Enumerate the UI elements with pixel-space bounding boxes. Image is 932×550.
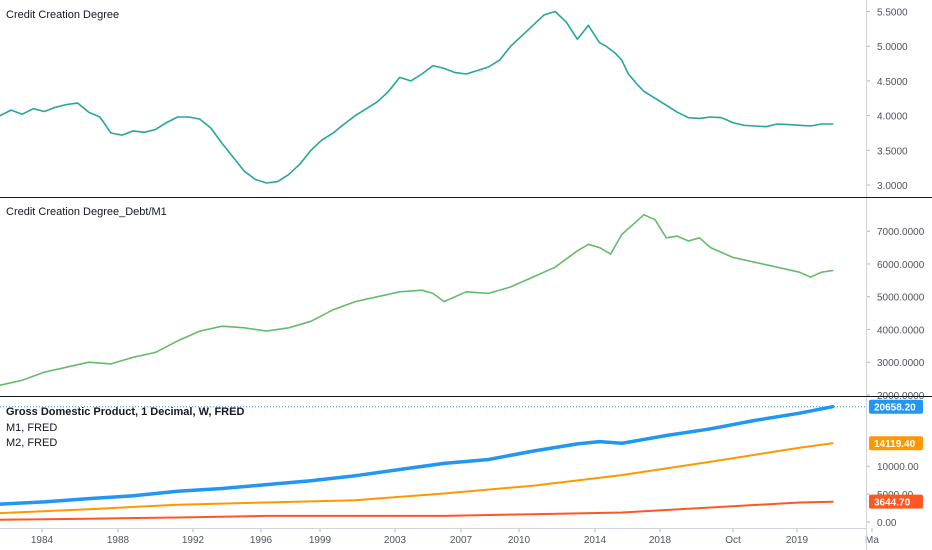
y-tick-label: 3.5000: [877, 146, 908, 157]
x-tick-label: 2003: [384, 535, 407, 546]
x-tick-label: 2014: [584, 535, 607, 546]
y-tick-label: 5.5000: [877, 7, 908, 18]
pane-title: Credit Creation Degree_Debt/M1: [6, 206, 167, 218]
y-tick-label: 4000.0000: [877, 325, 925, 336]
series-line[interactable]: [0, 10, 834, 184]
y-tick-label: 0.00: [877, 518, 897, 529]
x-tick-label: 2010: [508, 535, 531, 546]
x-tick-label: 2019: [786, 535, 809, 546]
x-axis[interactable]: 1984 1988 1992 1996 1999 2003 2007 2010 2014 2018…: [31, 528, 880, 546]
legend-entry: M2, FRED: [6, 437, 57, 449]
y-tick-label: 5.0000: [877, 42, 908, 53]
series-line-m1[interactable]: [0, 500, 834, 521]
series-line-m2[interactable]: [0, 442, 834, 515]
pane-title: Gross Domestic Product, 1 Decimal, W, FR…: [6, 406, 244, 418]
x-tick-label: Oct: [725, 535, 741, 546]
pane-title: Credit Creation Degree: [6, 9, 119, 21]
pane-gdp-m1-m2[interactable]: Gross Domestic Product, 1 Decimal, W, FR…: [0, 399, 923, 529]
pane-credit-creation-degree[interactable]: Credit Creation Degree 5.5000 5.0000 4.5000…: [0, 7, 908, 192]
y-tick-label: 10000.00: [877, 462, 919, 473]
last-value-label: 20658.20: [874, 403, 916, 414]
last-value-badge: [869, 399, 923, 414]
x-tick-label: 1999: [309, 535, 332, 546]
y-tick-label: 6000.0000: [877, 260, 925, 271]
x-tick-label: 1988: [107, 535, 130, 546]
last-value-label: 3644.70: [874, 498, 911, 509]
y-tick-label: 4.0000: [877, 112, 908, 123]
x-tick-label: Ma: [865, 535, 879, 546]
series-line-gross-domestic-product[interactable]: [0, 404, 835, 506]
y-tick-label: 7000.0000: [877, 227, 925, 238]
x-tick-label: 2018: [649, 535, 672, 546]
x-tick-label: 1992: [182, 535, 205, 546]
series-line[interactable]: [0, 214, 834, 387]
last-value-badge: [869, 436, 923, 451]
last-value-badge: [869, 494, 923, 509]
legend-entry: M1, FRED: [6, 422, 57, 434]
y-tick-label: 3.0000: [877, 181, 908, 192]
x-tick-label: 1984: [31, 535, 54, 546]
y-tick-label: 3000.0000: [877, 358, 925, 369]
x-tick-label: 2007: [450, 535, 473, 546]
y-tick-label: 4.5000: [877, 77, 908, 88]
last-value-label: 14119.40: [874, 439, 916, 450]
x-tick-label: 1996: [250, 535, 273, 546]
y-tick-label: 5000.0000: [877, 293, 925, 304]
